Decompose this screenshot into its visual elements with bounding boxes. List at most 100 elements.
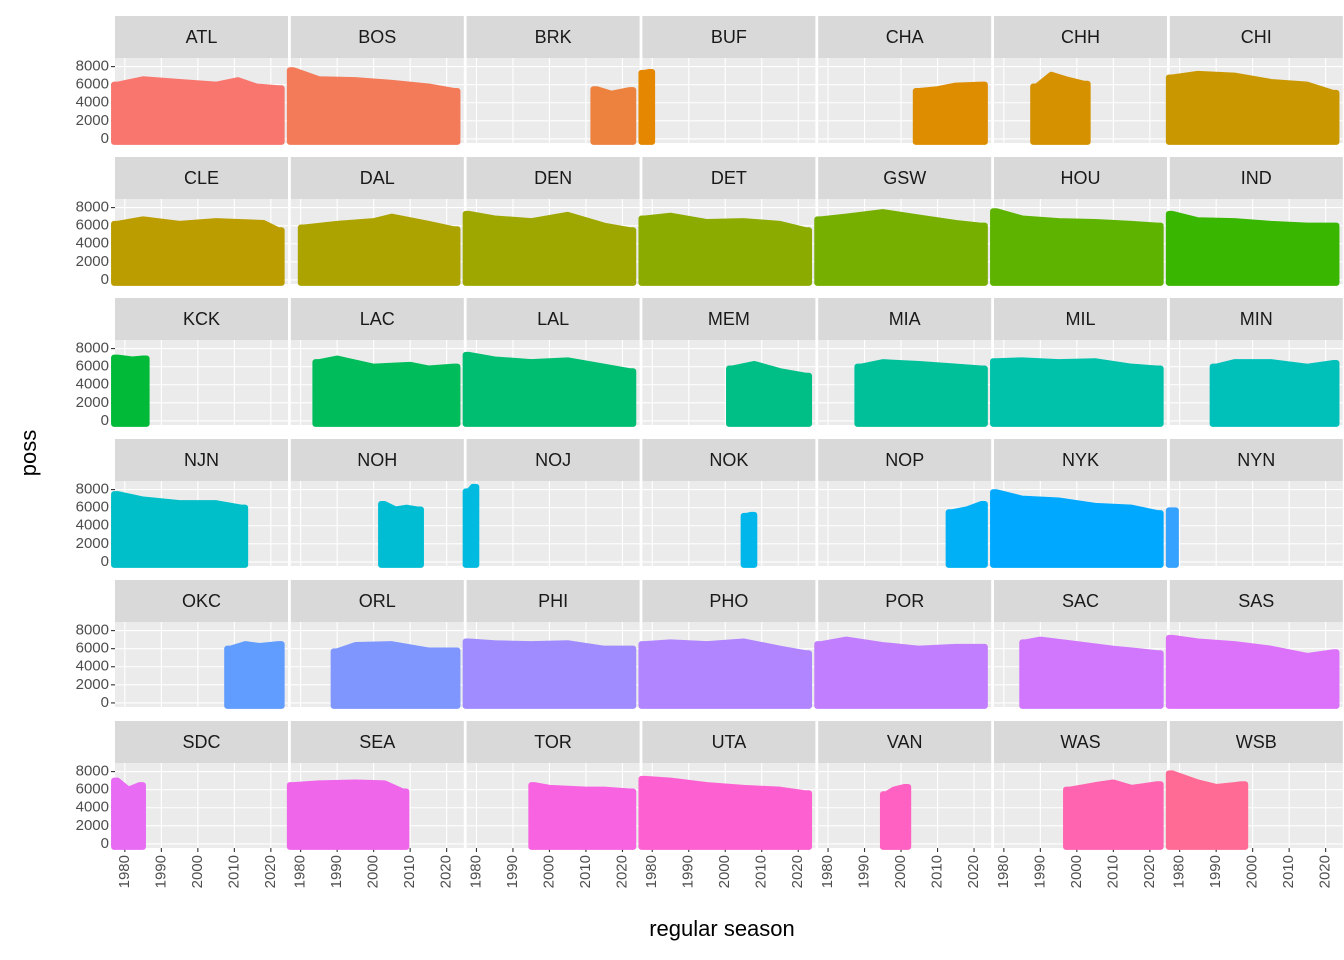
strip-label: CHI [1241,27,1272,47]
strip-label: NJN [184,450,219,470]
point-cloud [286,67,461,145]
x-tick-label: 2020 [789,855,806,888]
strip-label: OKC [182,591,221,611]
point-cloud [111,777,146,850]
point-cloud [1165,70,1340,145]
y-tick-label: 4000 [76,517,109,534]
strip [994,439,1167,481]
y-tick-label: 2000 [76,535,109,552]
point-cloud [990,208,1164,286]
x-tick-label: 1990 [1207,855,1224,888]
strip [1169,721,1343,763]
strip-label: SAC [1062,591,1099,611]
point-cloud [111,354,150,427]
x-tick-label: 1990 [328,855,345,888]
strip [818,298,992,340]
y-tick-label: 0 [101,412,109,429]
strip-label: WSB [1236,732,1277,752]
x-tick-label: 1990 [152,855,169,888]
x-tick-label: 2000 [540,855,557,888]
point-cloud [286,779,410,850]
y-tick-label: 4000 [76,235,109,252]
strip-label: GSW [883,168,926,188]
strip [1169,16,1343,58]
x-tick-label: 2010 [225,855,242,888]
x-tick-label: 2020 [1141,855,1158,888]
strip [818,721,992,763]
strip [466,580,640,622]
point-cloud [312,355,461,427]
panel [290,481,464,566]
strip [290,298,464,340]
point-cloud [111,76,285,145]
strip [1169,298,1343,340]
strip [818,157,992,199]
x-tick-label: 2020 [438,855,455,888]
point-cloud [726,360,813,427]
strip-label: BUF [711,27,747,47]
strip-label: DEN [534,168,572,188]
y-tick-label: 8000 [76,199,109,216]
x-tick-label: 2010 [577,855,594,888]
strip-label: LAL [537,309,569,329]
x-tick-label: 2000 [892,855,909,888]
y-tick-label: 6000 [76,781,109,798]
strip [115,721,288,763]
x-tick-label: 1980 [116,855,133,888]
strip [994,580,1167,622]
strip [642,16,816,58]
strip-label: KCK [183,309,220,329]
strip-label: HOU [1061,168,1101,188]
strip [290,157,464,199]
x-tick-label: 2010 [1104,855,1121,888]
x-tick-label: 1980 [643,855,660,888]
strip-label: NYN [1237,450,1275,470]
y-tick-label: 0 [101,130,109,147]
x-tick-label: 1990 [856,855,873,888]
strip-label: BRK [535,27,572,47]
strip [642,157,816,199]
strip [1169,580,1343,622]
strip [994,298,1167,340]
point-cloud [528,782,637,850]
x-tick-label: 2020 [613,855,630,888]
strip [994,16,1167,58]
point-cloud [378,501,424,568]
y-tick-label: 6000 [76,358,109,375]
x-tick-label: 1980 [995,855,1012,888]
x-tick-label: 2000 [716,855,733,888]
strip [115,298,288,340]
y-tick-label: 0 [101,271,109,288]
point-cloud [462,210,637,286]
strip-label: TOR [534,732,572,752]
strip-label: NOK [709,450,748,470]
y-tick-label: 6000 [76,76,109,93]
strip [642,580,816,622]
point-cloud [1165,210,1340,286]
point-cloud [945,501,988,568]
x-tick-label: 2020 [1317,855,1334,888]
strip-label: CHA [886,27,924,47]
y-tick-label: 2000 [76,394,109,411]
y-tick-label: 2000 [76,253,109,270]
strip-label: LAC [360,309,395,329]
strip-label: UTA [712,732,747,752]
x-tick-label: 2000 [1244,855,1261,888]
strip-label: PHI [538,591,568,611]
x-tick-label: 2000 [189,855,206,888]
point-cloud [814,209,988,286]
strip-label: MIN [1240,309,1273,329]
point-cloud [462,351,637,427]
y-tick-label: 2000 [76,676,109,693]
x-tick-label: 1980 [1171,855,1188,888]
strip-label: POR [885,591,924,611]
x-tick-label: 2020 [965,855,982,888]
point-cloud [1019,636,1164,709]
strip-label: MEM [708,309,750,329]
x-tick-label: 2010 [929,855,946,888]
y-tick-label: 4000 [76,376,109,393]
strip [115,157,288,199]
point-cloud [1165,507,1179,568]
x-tick-label: 2000 [365,855,382,888]
